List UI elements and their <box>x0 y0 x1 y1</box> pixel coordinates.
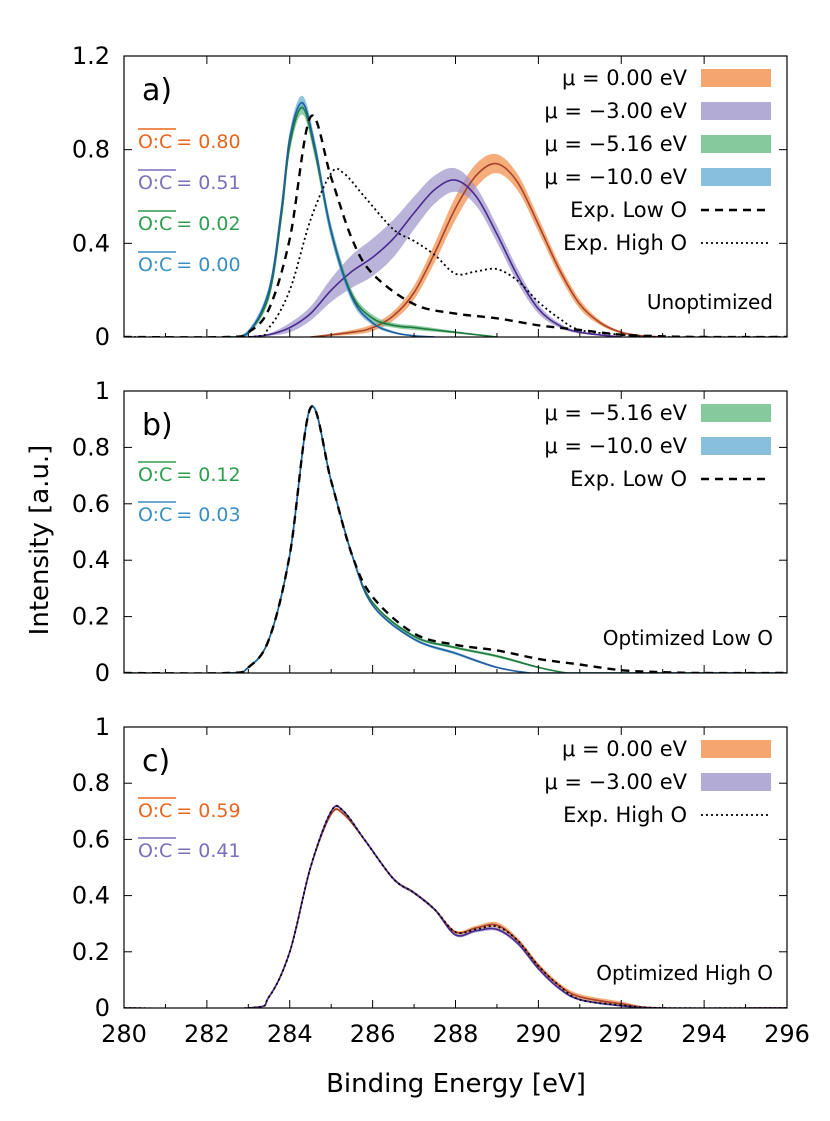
oc-ratio-label: O:C = 0.12 <box>138 464 241 486</box>
legend-swatch <box>701 102 771 120</box>
oc-ratio-value: = 0.02 <box>176 213 240 235</box>
legend-swatch <box>701 404 771 422</box>
x-tick-label: 294 <box>681 1020 727 1048</box>
oc-ratio-value: = 0.12 <box>176 464 240 486</box>
legend-label: μ = 0.00 eV <box>562 737 688 761</box>
legend-label: μ = 0.00 eV <box>562 66 688 90</box>
panel-annotation: Unoptimized <box>647 290 773 314</box>
legend-label: μ = −5.16 eV <box>544 132 687 156</box>
y-axis-title: Intensity [a.u.] <box>25 445 55 636</box>
oc-ratio-label: O:C = 0.41 <box>138 840 241 862</box>
panel-1: 00.20.40.60.81b)O:C = 0.12O:C = 0.03μ = −5… <box>72 377 788 687</box>
oc-ratio-symbol: O:C <box>138 131 172 153</box>
panel-label: a) <box>142 73 172 108</box>
oc-ratio-label: O:C = 0.80 <box>138 131 241 153</box>
y-tick-label: 1 <box>95 713 110 741</box>
band-2 <box>227 100 497 337</box>
legend-swatch <box>701 437 771 455</box>
oc-ratio-label: O:C = 0.00 <box>138 254 241 276</box>
y-tick-label: 0.2 <box>72 603 110 631</box>
x-axis-title: Binding Energy [eV] <box>326 1069 586 1099</box>
legend-label: Exp. Low O <box>570 467 687 491</box>
oc-ratio-value: = 0.03 <box>176 504 240 526</box>
oc-ratio-value: = 0.41 <box>176 840 240 862</box>
legend-swatch <box>701 740 771 758</box>
legend-swatch <box>701 69 771 87</box>
oc-ratio-value: = 0.59 <box>176 800 240 822</box>
oc-ratio-symbol: O:C <box>138 464 172 486</box>
series-line-2 <box>124 405 787 673</box>
panels: 00.40.81.2a)O:C = 0.80O:C = 0.51O:C = 0.02O… <box>72 42 810 1048</box>
y-tick-label: 1.2 <box>72 42 110 70</box>
oc-ratio-symbol: O:C <box>138 800 172 822</box>
y-tick-label: 0.8 <box>72 136 110 164</box>
x-tick-label: 282 <box>184 1020 230 1048</box>
plot-area <box>124 95 787 337</box>
panel-label: c) <box>142 744 170 779</box>
panel-annotation: Optimized Low O <box>603 626 773 650</box>
series-line-2 <box>124 805 787 1008</box>
series-line-5 <box>124 167 787 337</box>
y-tick-label: 0.4 <box>72 229 110 257</box>
panel-2: 280 282 284 286 288 290 292 294 296 0 0.2 0.4 0.6 0.8… <box>72 713 810 1048</box>
series-line-3 <box>227 102 435 337</box>
oc-ratio-label: O:C = 0.51 <box>138 172 241 194</box>
y-tick-label: 1 <box>95 377 110 405</box>
x-tick-label: 288 <box>433 1020 479 1048</box>
x-tick-label: 284 <box>267 1020 313 1048</box>
oc-ratio-value: = 0.80 <box>176 131 240 153</box>
legend-swatch <box>701 168 771 186</box>
y-tick-label: 0.8 <box>72 433 110 461</box>
oc-ratio-symbol: O:C <box>138 254 172 276</box>
panel-0: 00.40.81.2a)O:C = 0.80O:C = 0.51O:C = 0.02O… <box>72 42 788 351</box>
x-tick-label: 286 <box>350 1020 396 1048</box>
legend-swatch <box>701 135 771 153</box>
x-tick-label: 296 <box>764 1020 810 1048</box>
y-tick-label: 0.6 <box>72 490 110 518</box>
y-tick-label: 0.8 <box>72 769 110 797</box>
legend-label: Exp. High O <box>563 231 687 255</box>
y-tick-label: 0.4 <box>72 546 110 574</box>
y-tick-label: 0.6 <box>72 825 110 853</box>
legend-label: μ = −5.16 eV <box>544 401 687 425</box>
x-tick-label: 292 <box>598 1020 644 1048</box>
oc-ratio-value: = 0.51 <box>176 172 240 194</box>
oc-ratio-label: O:C = 0.59 <box>138 800 241 822</box>
oc-ratio-label: O:C = 0.03 <box>138 504 241 526</box>
panel-annotation: Optimized High O <box>596 961 773 985</box>
legend-label: μ = −10.0 eV <box>544 165 687 189</box>
oc-ratio-symbol: O:C <box>138 504 172 526</box>
oc-ratio-value: = 0.00 <box>176 254 240 276</box>
legend-label: Exp. High O <box>563 803 687 827</box>
y-tick-label: 0 <box>95 659 110 687</box>
series-line-0 <box>310 162 663 337</box>
legend-label: μ = −10.0 eV <box>544 434 687 458</box>
y-tick-label: 0.2 <box>72 938 110 966</box>
y-tick-label: 0.4 <box>72 882 110 910</box>
oc-ratio-symbol: O:C <box>138 213 172 235</box>
panel-label: b) <box>142 408 173 443</box>
plot-area <box>124 804 787 1008</box>
legend-swatch <box>701 773 771 791</box>
x-tick-label: 290 <box>515 1020 561 1048</box>
y-tick-label: 0 <box>95 323 110 351</box>
legend-label: μ = −3.00 eV <box>544 770 687 794</box>
series-line-1 <box>248 179 622 337</box>
legend-label: Exp. Low O <box>570 198 687 222</box>
legend-label: μ = −3.00 eV <box>544 99 687 123</box>
y-tick-label: 0 <box>95 994 110 1022</box>
oc-ratio-symbol: O:C <box>138 172 172 194</box>
oc-ratio-label: O:C = 0.02 <box>138 213 241 235</box>
x-tick-label: 280 <box>101 1020 147 1048</box>
oc-ratio-symbol: O:C <box>138 840 172 862</box>
